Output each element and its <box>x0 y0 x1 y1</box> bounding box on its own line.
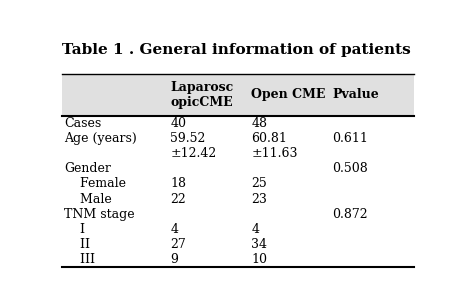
Text: Table 1 . General information of patients: Table 1 . General information of patient… <box>62 43 409 57</box>
Text: Laparosc
opicCME: Laparosc opicCME <box>170 81 233 109</box>
FancyBboxPatch shape <box>62 146 413 161</box>
Text: Cases: Cases <box>64 117 101 130</box>
Text: 48: 48 <box>250 117 267 130</box>
FancyBboxPatch shape <box>62 237 413 252</box>
Text: TNM stage: TNM stage <box>64 208 135 221</box>
Text: Open CME: Open CME <box>250 88 325 101</box>
FancyBboxPatch shape <box>62 161 413 176</box>
Text: 10: 10 <box>250 253 267 266</box>
Text: Gender: Gender <box>64 162 111 175</box>
Text: 59.52: 59.52 <box>170 132 205 145</box>
Text: 4: 4 <box>170 223 178 236</box>
FancyBboxPatch shape <box>62 116 413 131</box>
Text: I: I <box>64 223 85 236</box>
Text: 0.508: 0.508 <box>332 162 367 175</box>
Text: 0.611: 0.611 <box>332 132 367 145</box>
FancyBboxPatch shape <box>62 176 413 191</box>
Text: 22: 22 <box>170 193 186 206</box>
Text: 4: 4 <box>250 223 259 236</box>
Text: 40: 40 <box>170 117 186 130</box>
FancyBboxPatch shape <box>62 222 413 237</box>
Text: III: III <box>64 253 95 266</box>
FancyBboxPatch shape <box>62 252 413 267</box>
Text: 23: 23 <box>250 193 267 206</box>
Text: ±11.63: ±11.63 <box>250 147 297 160</box>
FancyBboxPatch shape <box>62 74 413 116</box>
Text: Male: Male <box>64 193 112 206</box>
FancyBboxPatch shape <box>62 207 413 222</box>
Text: Pvalue: Pvalue <box>332 88 378 101</box>
Text: 27: 27 <box>170 238 186 251</box>
Text: 18: 18 <box>170 178 186 190</box>
Text: Female: Female <box>64 178 126 190</box>
FancyBboxPatch shape <box>62 191 413 207</box>
Text: 0.872: 0.872 <box>332 208 367 221</box>
Text: 25: 25 <box>250 178 266 190</box>
Text: II: II <box>64 238 90 251</box>
Text: Age (years): Age (years) <box>64 132 137 145</box>
FancyBboxPatch shape <box>62 131 413 146</box>
Text: ±12.42: ±12.42 <box>170 147 216 160</box>
Text: 34: 34 <box>250 238 267 251</box>
Text: 60.81: 60.81 <box>250 132 287 145</box>
Text: 9: 9 <box>170 253 178 266</box>
